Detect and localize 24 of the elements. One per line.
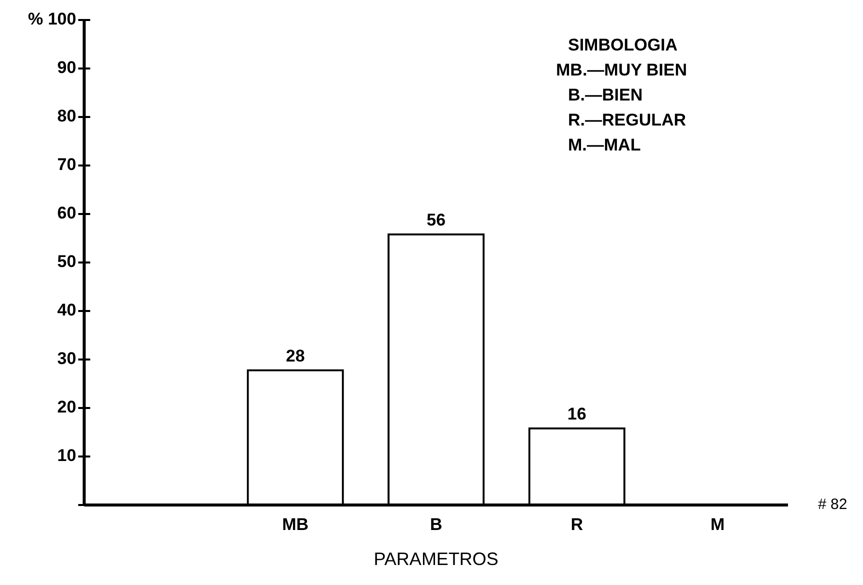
data-label: 56	[426, 210, 446, 230]
x-axis-title: PARAMETROS	[374, 549, 498, 570]
x-tick-label: B	[430, 514, 442, 534]
y-tick-label: 80	[57, 106, 76, 126]
y-tick-label: 10	[57, 446, 76, 466]
y-tick-label: % 100	[28, 10, 76, 29]
x-tick-label: MB	[282, 514, 309, 534]
y-tick-label: 50	[57, 252, 76, 272]
annotation: M.—MAL	[568, 136, 641, 155]
data-label: 16	[567, 404, 586, 424]
y-tick-label: 20	[57, 398, 76, 417]
annotation: MB.—MUY BIEN	[556, 60, 687, 80]
annotation: B.—BIEN	[568, 86, 643, 105]
text: # 82	[818, 496, 848, 514]
x-tick-label: M	[710, 514, 725, 534]
y-tick-label: 30	[57, 349, 76, 368]
annotation: SIMBOLOGIA	[568, 36, 678, 55]
x-tick-label: R	[570, 514, 583, 534]
y-tick-label: 60	[57, 204, 76, 223]
y-tick-label: 40	[57, 300, 76, 320]
y-tick-label: 90	[57, 58, 76, 78]
data-label: 28	[286, 346, 305, 366]
annotation: R.—REGULAR	[568, 110, 686, 130]
y-tick-label: 70	[57, 155, 76, 174]
